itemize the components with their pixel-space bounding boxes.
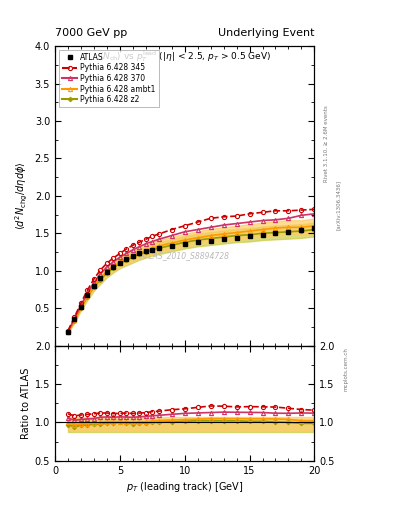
Text: Underlying Event: Underlying Event: [218, 28, 314, 38]
Text: 7000 GeV pp: 7000 GeV pp: [55, 28, 127, 38]
Text: mcplots.cern.ch: mcplots.cern.ch: [344, 347, 349, 391]
X-axis label: $p_T$ (leading track) [GeV]: $p_T$ (leading track) [GeV]: [126, 480, 243, 494]
Legend: ATLAS, Pythia 6.428 345, Pythia 6.428 370, Pythia 6.428 ambt1, Pythia 6.428 z2: ATLAS, Pythia 6.428 345, Pythia 6.428 37…: [59, 50, 159, 107]
Text: [arXiv:1306.3436]: [arXiv:1306.3436]: [336, 180, 341, 230]
Y-axis label: $\langle d^2 N_{\rm chg}/d\eta d\phi\rangle$: $\langle d^2 N_{\rm chg}/d\eta d\phi\ran…: [14, 161, 31, 230]
Text: ATLAS_2010_S8894728: ATLAS_2010_S8894728: [140, 251, 230, 260]
Y-axis label: Ratio to ATLAS: Ratio to ATLAS: [20, 368, 31, 439]
Text: Rivet 3.1.10, ≥ 2.6M events: Rivet 3.1.10, ≥ 2.6M events: [324, 105, 329, 182]
Text: $\langle N_{\rm ch}\rangle$ vs $p_T^{\rm lead}$ ($|\eta|$ < 2.5, $p_T$ > 0.5 GeV: $\langle N_{\rm ch}\rangle$ vs $p_T^{\rm…: [99, 49, 271, 64]
